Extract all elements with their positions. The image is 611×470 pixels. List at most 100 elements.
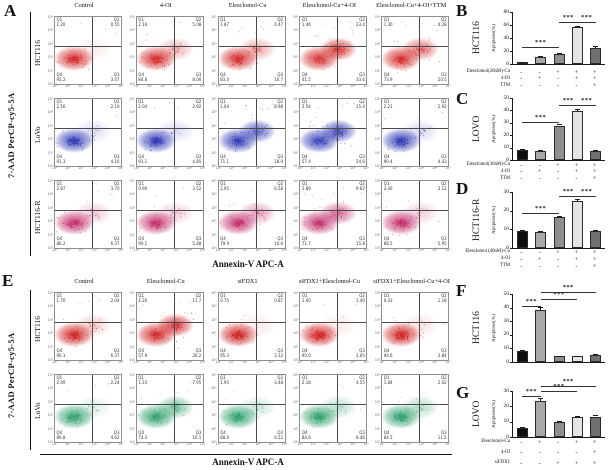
quadrant-name: Q4 <box>383 236 390 242</box>
flow-y-tick: 10³ <box>374 123 381 128</box>
quadrant-name: Q4 <box>56 154 63 160</box>
quadrant-value: 5.08 <box>192 21 202 27</box>
quadrant-name: Q3 <box>359 154 365 160</box>
flow-plot-area: Q1 0.43 Q2 1.18 Q4 94.6 Q3 3.84 <box>381 292 450 361</box>
significance-line <box>577 195 596 197</box>
significance-line <box>540 386 596 388</box>
quadrant-name: Q4 <box>56 430 63 436</box>
flow-e-baseline <box>40 454 452 455</box>
quadrant-value: 2.65 <box>355 353 365 359</box>
flow-y-tick: 10⁴ <box>374 386 381 391</box>
quadrant-value: 1.00 <box>301 297 311 303</box>
flow-x-tick: 10² <box>160 166 166 170</box>
quadrant-value: 88.5 <box>383 241 393 247</box>
quadrant-name: Q1 <box>220 293 226 298</box>
y-tick-label: 50 <box>503 94 510 101</box>
quadrant-label: Q3 4.43 <box>438 155 447 165</box>
quadrant-value: 57.9 <box>138 353 148 359</box>
quadrant-name: Q4 <box>138 348 144 354</box>
quadrant-name: Q1 <box>56 293 63 298</box>
quadrant-gate-vertical <box>419 375 421 442</box>
y-tick-mark <box>510 248 512 249</box>
treatment-sign: + <box>593 460 597 467</box>
flow-x-tick: 10⁰ <box>215 442 221 446</box>
flow-plot-area: Q1 2.54 Q2 15.4 Q4 57.4 Q3 24.6 <box>299 98 368 167</box>
y-tick-label: 0 <box>506 358 509 365</box>
quadrant-label: Q2 0.55 <box>110 17 120 28</box>
flow-x-tick: 10² <box>160 248 166 252</box>
flow-x-tick: 10¹ <box>310 84 316 88</box>
flow-plot: 10⁵ 10⁴ 10³ 10² 10¹ 10⁰ 10⁰ 10¹ 10² 10³ 10⁴ 10⁵ Q1 0.… <box>373 290 451 368</box>
quadrant-gate-horizontal <box>55 403 121 405</box>
quadrant-gate-horizontal <box>300 321 367 323</box>
y-tick-label: 30 <box>503 317 510 324</box>
flow-y-tick: 10⁰ <box>129 440 135 444</box>
quadrant-value: 2.21 <box>383 103 393 109</box>
flow-y-tick: 10¹ <box>374 426 381 431</box>
flow-plot-area: Q1 2.95 Q2 6.58 Q4 79.9 Q3 10.6 <box>217 180 286 249</box>
flow-plot-area: Q1 1.70 Q2 2.04 Q4 90.1 Q3 6.37 <box>54 292 122 361</box>
flow-x-tick: 10³ <box>173 442 179 446</box>
quadrant-name: Q4 <box>301 72 308 78</box>
quadrant-name: Q1 <box>220 99 226 104</box>
flow-plot-area: Q1 1.20 Q2 0.55 Q4 95.2 Q3 3.47 <box>54 16 122 85</box>
flow-y-tick: 10⁴ <box>293 192 299 197</box>
flow-x-tick: 10⁴ <box>268 248 274 252</box>
panel-letter-d: D <box>456 179 469 198</box>
flow-x-tick: 10⁰ <box>215 84 221 88</box>
flow-y-tick: 10⁰ <box>374 358 381 362</box>
treatment-sign: + <box>574 256 579 263</box>
flow-y-tick: 10⁵ <box>47 373 53 377</box>
quadrant-name: Q3 <box>277 72 284 78</box>
flow-x-tick: 10¹ <box>228 166 235 170</box>
flow-y-tick: 10³ <box>129 123 135 128</box>
cell-line-label: HCT116 <box>472 21 482 55</box>
flow-y-tick: 10² <box>293 331 299 336</box>
treatment-sign: - <box>557 176 559 183</box>
flow-plot-area: Q1 2.18 Q2 4.55 Q4 84.6 Q3 8.46 <box>299 374 368 443</box>
quadrant-value: 11.5 <box>437 435 447 441</box>
quadrant-label: Q2 4.28 <box>438 17 447 28</box>
quadrant-value: 4.43 <box>437 159 447 165</box>
flow-x-tick: 10¹ <box>146 166 153 170</box>
flow-plot-area: Q1 0.90 Q2 3.52 Q4 90.1 Q3 5.48 <box>135 180 204 249</box>
flow-x-tick: 10⁴ <box>268 84 274 88</box>
quadrant-gate-horizontal <box>136 321 203 323</box>
significance-line <box>522 121 559 123</box>
error-bar <box>540 398 542 401</box>
flow-y-tick: 10⁰ <box>293 246 299 250</box>
significance-line <box>522 212 559 214</box>
quadrant-value: 6.37 <box>110 353 120 359</box>
quadrant-value: 2.19 <box>110 103 120 109</box>
flow-y-tick: 10⁴ <box>211 386 217 391</box>
significance-stars: *** <box>580 97 593 105</box>
flow-column-title: siFDX1 <box>237 278 258 285</box>
significance-stars: *** <box>525 297 538 305</box>
error-bar-cap <box>538 306 544 308</box>
treatment-row-label: Elesclomol(20nM)-Cu <box>466 69 510 74</box>
error-bar-cap <box>556 355 562 357</box>
significance-stars: *** <box>562 284 574 291</box>
flow-y-tick: 10⁰ <box>374 246 381 250</box>
treatment-sign: - <box>575 176 578 183</box>
quadrant-label: Q3 4.85 <box>192 155 201 165</box>
flow-y-tick: 10³ <box>211 123 217 128</box>
flow-x-tick: 10³ <box>173 360 179 364</box>
quadrant-name: Q2 <box>195 375 202 380</box>
flow-x-tick: 10⁰ <box>379 84 385 88</box>
quadrant-name: Q2 <box>113 375 120 380</box>
error-bar-cap <box>593 230 599 232</box>
quadrant-value: 8.46 <box>355 435 365 441</box>
quadrant-name: Q1 <box>301 17 308 22</box>
flow-y-tick: 10¹ <box>293 426 299 431</box>
quadrant-value: 33.6 <box>355 77 365 83</box>
flow-x-tick: 10⁴ <box>186 248 192 252</box>
treatment-row-label: 4-OI <box>500 75 510 81</box>
bar <box>590 150 602 160</box>
quadrant-value: 0.55 <box>110 21 120 27</box>
quadrant-value: 3.48 <box>274 379 284 385</box>
flow-y-tick: 10⁴ <box>129 386 135 391</box>
quadrant-value: 2.02 <box>192 103 202 109</box>
quadrant-label: Q4 88.5 <box>384 237 393 247</box>
flow-y-tick: 10¹ <box>293 232 299 237</box>
